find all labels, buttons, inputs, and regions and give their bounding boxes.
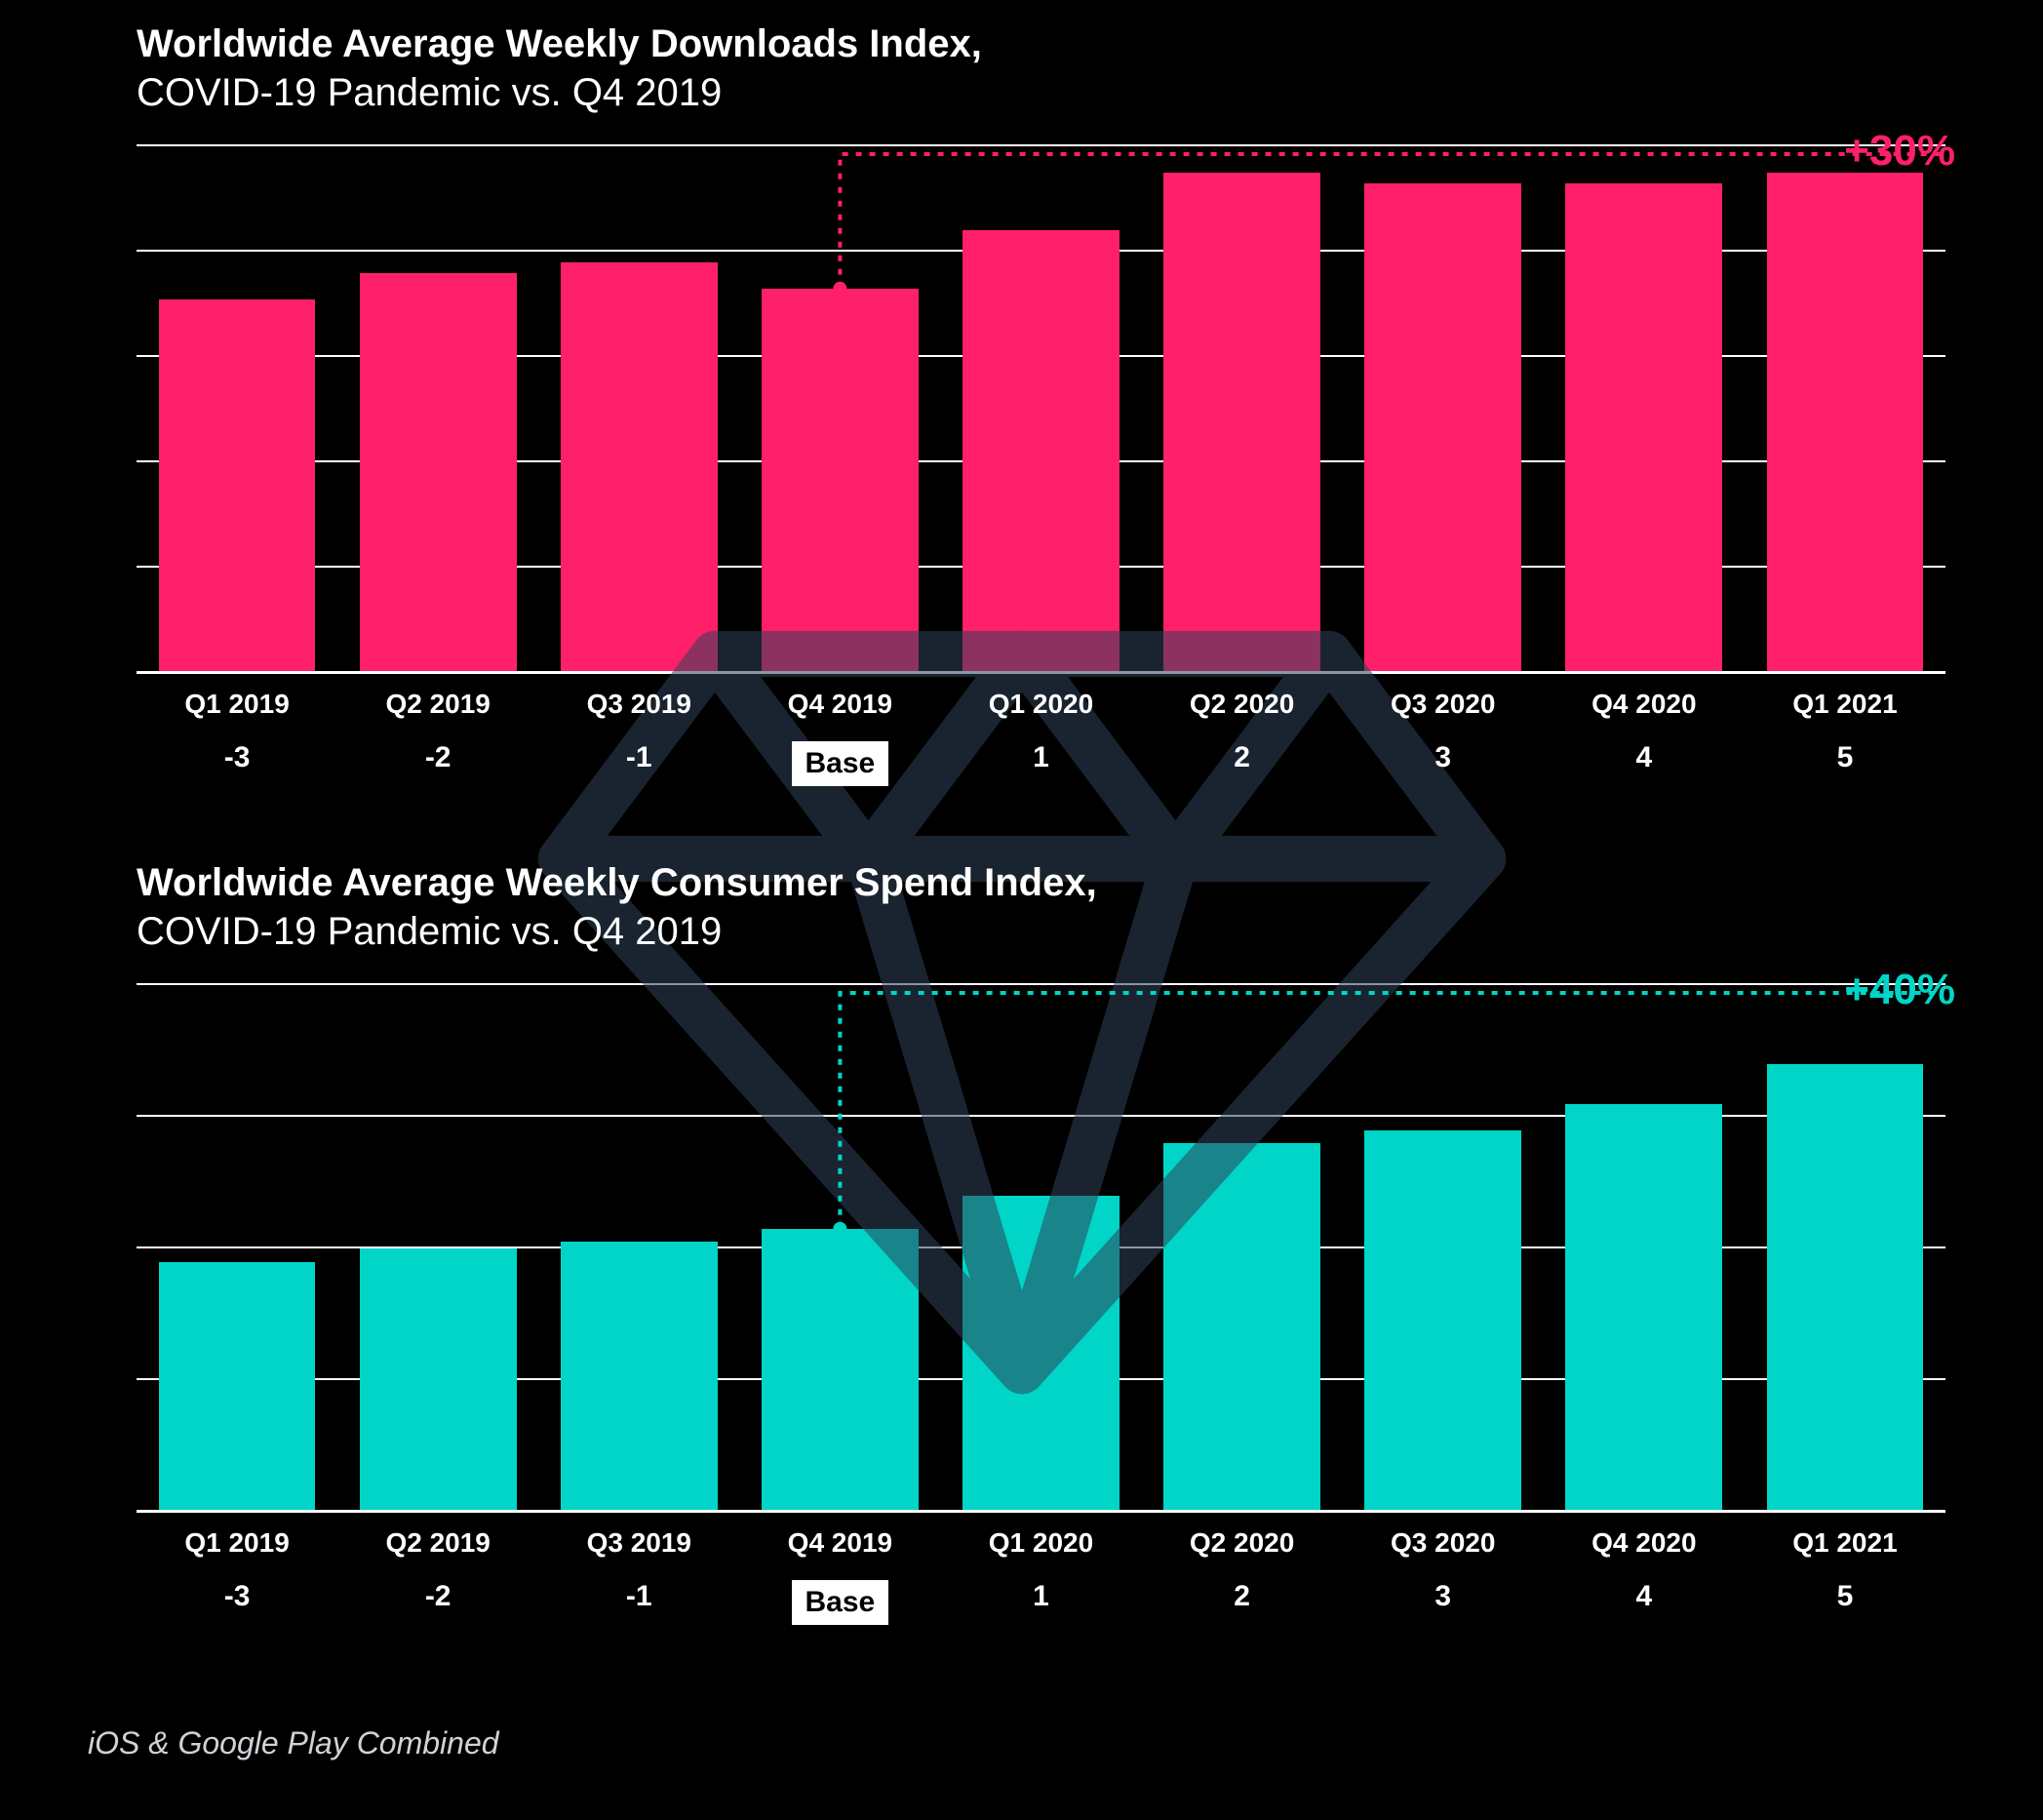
chart1-title-main: Worldwide Average Weekly Downloads Index… [137,20,1906,68]
index-label: 3 [1343,1580,1544,1625]
index-label: 3 [1343,741,1544,786]
base-tag: Base [792,741,889,786]
chart2-callout-line [137,985,1945,1512]
x-axis-label: Q1 2019 [137,689,337,720]
index-label: 2 [1142,741,1343,786]
index-label: Base [739,1580,940,1625]
x-axis-label: Q4 2020 [1544,1527,1745,1559]
x-axis-label: Q1 2020 [940,1527,1141,1559]
index-label: -2 [337,741,538,786]
x-axis-label: Q3 2020 [1343,689,1544,720]
canvas: Worldwide Average Weekly Downloads Index… [0,0,2043,1820]
base-tag: Base [792,1580,889,1625]
index-label: 2 [1142,1580,1343,1625]
chart1 [137,146,1945,673]
chart1-xlabels: Q1 2019Q2 2019Q3 2019Q4 2019Q1 2020Q2 20… [137,689,1945,720]
x-axis-label: Q1 2019 [137,1527,337,1559]
index-label: 4 [1544,1580,1745,1625]
index-label: -2 [337,1580,538,1625]
chart1-callout: +30% [1844,127,1955,176]
x-axis-label: Q1 2020 [940,689,1141,720]
index-label: 4 [1544,741,1745,786]
index-label: 1 [940,741,1141,786]
chart2-plot [137,985,1945,1512]
chart2-title: Worldwide Average Weekly Consumer Spend … [137,858,1906,956]
index-label: -1 [538,741,739,786]
x-axis-label: Q2 2020 [1142,689,1343,720]
index-label: -1 [538,1580,739,1625]
index-label: 1 [940,1580,1141,1625]
index-label: 5 [1745,1580,1945,1625]
index-label: -3 [137,741,337,786]
index-label: 5 [1745,741,1945,786]
x-axis-label: Q4 2019 [739,1527,940,1559]
footnote: iOS & Google Play Combined [88,1725,499,1761]
index-label: Base [739,741,940,786]
chart1-title-sub: COVID-19 Pandemic vs. Q4 2019 [137,68,1906,117]
x-axis-label: Q4 2019 [739,689,940,720]
chart2-title-main: Worldwide Average Weekly Consumer Spend … [137,858,1906,907]
chart1-indices: -3-2-1 Base 12345 [137,741,1945,786]
x-axis-label: Q2 2019 [337,689,538,720]
x-axis-label: Q4 2020 [1544,689,1745,720]
x-axis-label: Q3 2019 [538,1527,739,1559]
x-axis-label: Q2 2019 [337,1527,538,1559]
chart2-xlabels: Q1 2019Q2 2019Q3 2019Q4 2019Q1 2020Q2 20… [137,1527,1945,1559]
x-axis-label: Q1 2021 [1745,689,1945,720]
x-axis-label: Q2 2020 [1142,1527,1343,1559]
index-label: -3 [137,1580,337,1625]
chart1-callout-line [137,146,1945,673]
chart1-title: Worldwide Average Weekly Downloads Index… [137,20,1906,117]
chart2-callout: +40% [1844,966,1955,1014]
chart1-plot [137,146,1945,673]
x-axis-label: Q3 2019 [538,689,739,720]
x-axis-label: Q1 2021 [1745,1527,1945,1559]
chart2-indices: -3-2-1 Base 12345 [137,1580,1945,1625]
chart2 [137,985,1945,1512]
chart2-title-sub: COVID-19 Pandemic vs. Q4 2019 [137,907,1906,956]
x-axis-label: Q3 2020 [1343,1527,1544,1559]
